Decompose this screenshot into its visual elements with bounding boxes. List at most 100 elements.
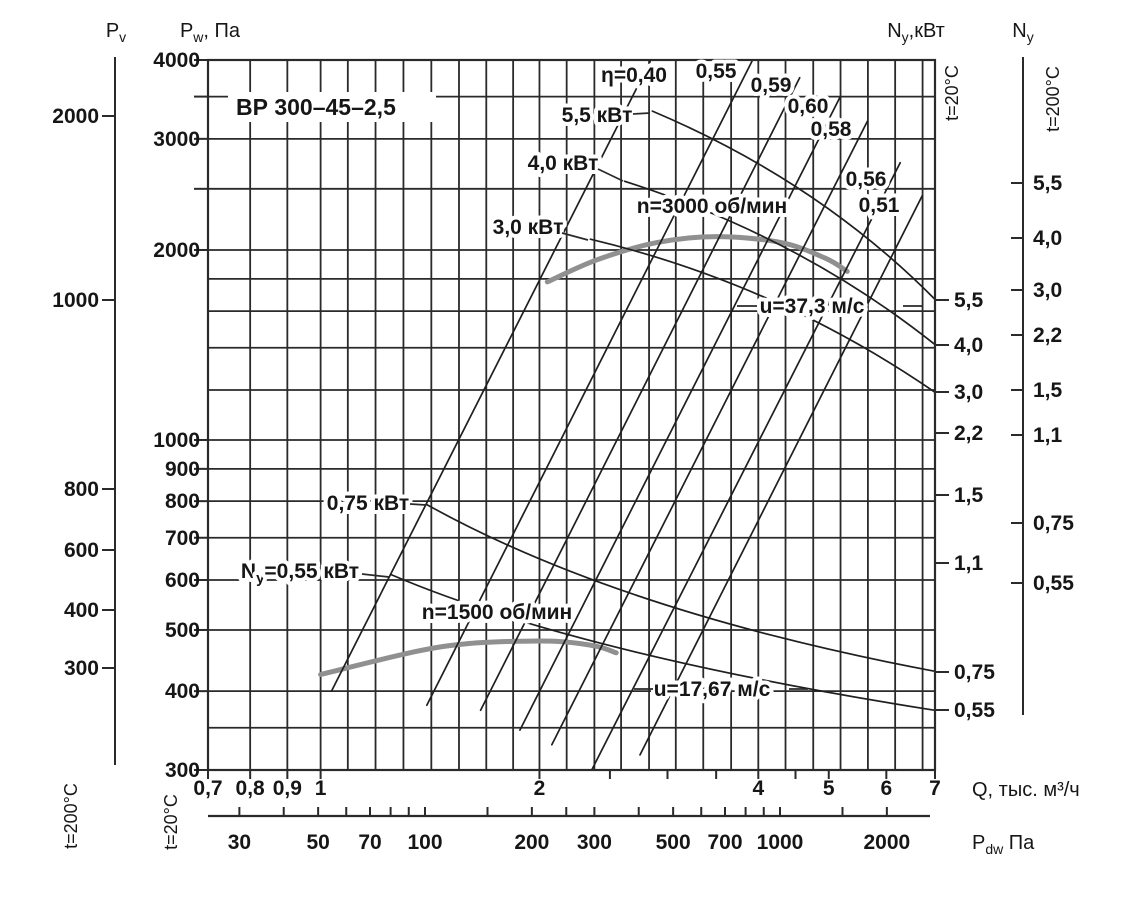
label-leader-lines (361, 112, 922, 690)
pdw-tick-label-70: 70 (358, 831, 381, 854)
ny20-tick-label-2.2: 2,2 (954, 422, 983, 445)
series-label-p055: Ny=0,55 кВт (241, 560, 359, 587)
ny200-tick-label-1.1: 1,1 (1033, 424, 1063, 447)
series-label-e55: 0,55 (696, 60, 737, 83)
q-tick-label-5: 5 (823, 777, 835, 800)
efficiency-line-e59 (479, 76, 801, 712)
pw-axis-title: Pw, Па (180, 20, 241, 45)
series-label-p55: 5,5 кВт (562, 104, 633, 127)
ny20-temp-label: t=20°C (942, 65, 962, 121)
pv-tick-label-600: 600 (64, 539, 99, 562)
pdw-tick-label-2000: 2000 (864, 831, 911, 854)
series-label-e40: η=0,40 (601, 64, 667, 87)
pdw-tick-label-200: 200 (514, 831, 549, 854)
efficiency-line-e51 (639, 195, 923, 756)
pdw-axis-title: Pdw Па (972, 832, 1035, 857)
q-tick-label-7: 7 (929, 777, 941, 800)
q-axis-title: Q, тыс. м³/ч (972, 779, 1080, 801)
leader-line (361, 573, 390, 578)
q-tick-label-0.8: 0,8 (236, 777, 266, 800)
annotation-u3000: u=37,3 м/с (760, 295, 865, 318)
fan-characteristic-n3000 (544, 234, 850, 285)
series (318, 60, 936, 771)
ny200-tick-label-5.5: 5,5 (1033, 172, 1063, 195)
pw-tick-label-600: 600 (165, 569, 200, 592)
ny200-tick-label-0.55: 0,55 (1033, 572, 1074, 595)
pv-tick-label-300: 300 (64, 657, 99, 680)
annotation-u1500: u=17,67 м/с (654, 678, 771, 701)
efficiency-line-e55 (425, 60, 753, 707)
series-label-p40: 4,0 кВт (528, 152, 599, 175)
leader-line (409, 503, 427, 506)
ny20-axis-title: Ny,кВт (887, 20, 945, 45)
leader-line (632, 112, 651, 115)
ny20-tick-label-0.55: 0,55 (954, 699, 995, 722)
chart-title: ВР 300–45–2,5 (236, 94, 396, 120)
pv-tick-label-800: 800 (64, 478, 99, 501)
ny200-tick-label-1.5: 1,5 (1033, 379, 1063, 402)
pdw-tick-label-1000: 1000 (757, 831, 804, 854)
power-curve-p55 (651, 110, 936, 301)
q-tick-label-1: 1 (315, 777, 327, 800)
pw-tick-label-1000: 1000 (153, 429, 200, 452)
pw-tick-label-2000: 2000 (153, 239, 200, 262)
q-tick-label-4: 4 (752, 777, 764, 800)
pw-tick-label-700: 700 (165, 527, 200, 550)
pdw-tick-label-30: 30 (228, 831, 251, 854)
q-tick-label-2: 2 (534, 777, 546, 800)
efficiency-line-e56 (590, 161, 902, 771)
pdw-tick-label-500: 500 (656, 831, 691, 854)
pv-tick-label-2000: 2000 (52, 105, 99, 128)
title-backdrop (228, 92, 436, 122)
pw-tick-label-4000: 4000 (153, 49, 200, 72)
ny20-tick-label-3: 3,0 (954, 381, 983, 404)
pw-tick-label-3000: 3000 (153, 128, 200, 151)
ny20-tick-label-1.5: 1,5 (954, 484, 984, 507)
efficiency-line-e58 (550, 120, 869, 746)
ny200-axis-title: Ny (1012, 20, 1033, 45)
ny200-tick-label-4: 4,0 (1033, 227, 1062, 250)
series-label-e60: 0,60 (788, 95, 829, 118)
power-curve-p40 (623, 180, 936, 346)
series-label-p30: 3,0 кВт (493, 216, 564, 239)
pw-tick-label-900: 900 (165, 458, 200, 481)
pdw-temp-label: t=20°C (161, 794, 181, 850)
ny20-tick-label-0.75: 0,75 (954, 661, 995, 684)
fan-characteristic-n1500 (318, 638, 619, 677)
axis-ticks (102, 58, 1023, 816)
q-tick-label-0.9: 0,9 (273, 777, 302, 800)
pw-tick-label-300: 300 (165, 759, 200, 782)
series-label-n1500: n=1500 об/мин (422, 601, 572, 624)
pw-tick-label-800: 800 (165, 490, 200, 513)
pv-axis-title: Pv (106, 20, 126, 45)
leader-line (597, 168, 624, 182)
efficiency-line-e60 (519, 96, 841, 731)
pw-tick-label-400: 400 (165, 680, 200, 703)
series-label-p075: 0,75 кВт (327, 492, 409, 515)
leader-line (561, 232, 589, 241)
efficiency-line-e40 (330, 60, 652, 692)
q-tick-label-0.7: 0,7 (193, 777, 222, 800)
outer-axes (114, 57, 1024, 818)
ny200-tick-label-2.2: 2,2 (1033, 324, 1062, 347)
plot-border (206, 58, 937, 772)
series-label-e58: 0,58 (811, 118, 852, 141)
ny20-tick-label-5.5: 5,5 (954, 289, 984, 312)
power-curve-p055 (390, 573, 936, 712)
pdw-tick-label-100: 100 (407, 831, 442, 854)
pv-tick-label-400: 400 (64, 599, 99, 622)
pdw-tick-label-700: 700 (707, 831, 742, 854)
q-tick-label-6: 6 (880, 777, 892, 800)
series-label-e51: 0,51 (859, 194, 900, 217)
pv-temp-label: t=200°C (61, 783, 81, 849)
pw-tick-label-500: 500 (165, 619, 200, 642)
power-curve-p075 (425, 503, 936, 673)
ny200-tick-label-0.75: 0,75 (1033, 512, 1074, 535)
grid (208, 60, 935, 770)
ny20-tick-label-4: 4,0 (954, 334, 983, 357)
ny200-tick-label-3: 3,0 (1033, 279, 1062, 302)
series-label-n3000: n=3000 об/мин (637, 195, 787, 218)
